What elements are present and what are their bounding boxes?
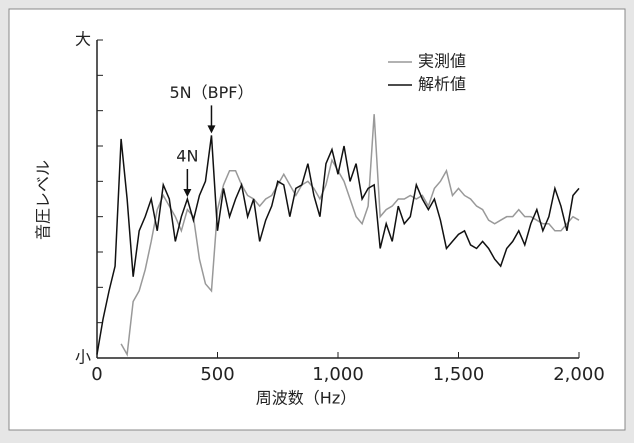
annotation: 4N <box>176 147 198 166</box>
legend-label: 解析値 <box>418 75 466 94</box>
x-tick-label: 1,500 <box>433 364 485 385</box>
x-tick-label: 500 <box>200 364 234 385</box>
x-tick-label: 2,000 <box>553 364 605 385</box>
x-axis-label: 周波数（Hz） <box>256 389 356 408</box>
annotation-arrowhead <box>207 125 216 134</box>
annotation-arrowhead <box>183 189 192 197</box>
legend-label: 実測値 <box>418 52 466 71</box>
series-line <box>96 135 580 355</box>
y-tick-label: 大 <box>75 30 91 49</box>
series-line <box>120 114 580 357</box>
panel <box>8 8 626 431</box>
y-axis-label: 音圧レベル <box>34 160 53 240</box>
y-tick-label: 小 <box>75 348 91 367</box>
annotation: 5N（BPF） <box>169 83 253 102</box>
x-tick-label: 1,000 <box>312 364 364 385</box>
x-tick-label: 0 <box>91 364 102 385</box>
